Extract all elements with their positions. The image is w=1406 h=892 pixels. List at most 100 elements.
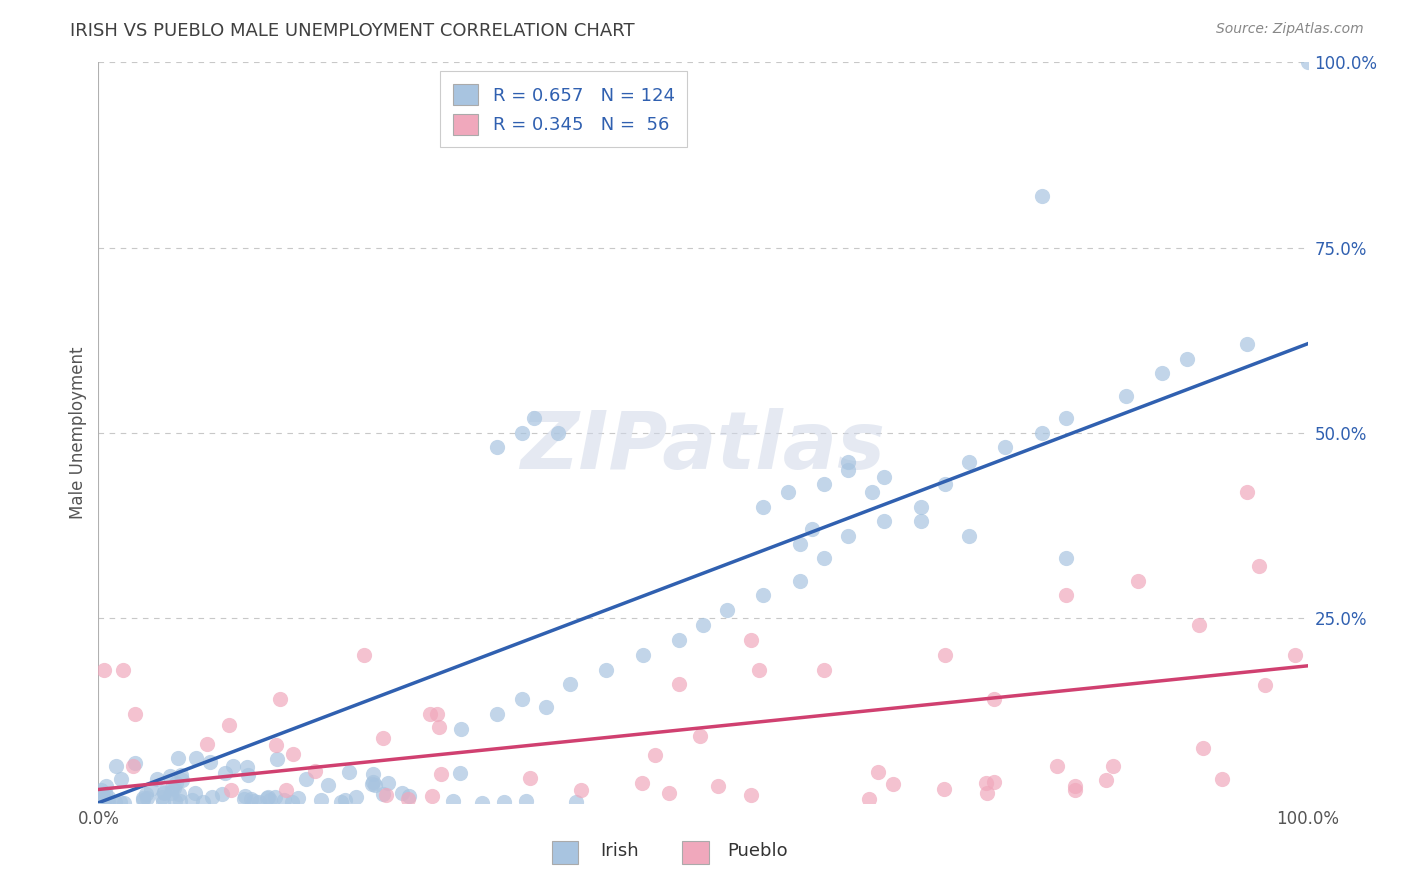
- Point: [236, 760, 259, 774]
- Point: [571, 783, 593, 797]
- Text: Irish: Irish: [600, 842, 638, 860]
- Point: [232, 792, 254, 806]
- Point: [181, 792, 204, 806]
- Point: [360, 776, 382, 790]
- Point: [1031, 188, 1053, 202]
- Point: [377, 776, 399, 790]
- Point: [104, 795, 127, 809]
- Point: [873, 515, 896, 529]
- Point: [644, 747, 666, 762]
- Point: [1296, 55, 1319, 70]
- Point: [1284, 648, 1306, 662]
- Point: [339, 765, 361, 780]
- Point: [858, 792, 880, 806]
- Point: [94, 779, 117, 793]
- Point: [135, 787, 157, 801]
- Point: [159, 786, 181, 800]
- Point: [716, 603, 738, 617]
- Point: [800, 522, 823, 536]
- Point: [398, 789, 420, 804]
- Point: [276, 782, 298, 797]
- Point: [595, 663, 617, 677]
- Point: [1211, 772, 1233, 786]
- Point: [910, 515, 932, 529]
- Point: [159, 769, 181, 783]
- Point: [692, 618, 714, 632]
- Point: [873, 470, 896, 484]
- Point: [269, 692, 291, 706]
- Point: [1236, 336, 1258, 351]
- Point: [266, 752, 288, 766]
- Point: [430, 766, 453, 780]
- Text: Pueblo: Pueblo: [727, 842, 787, 860]
- Point: [153, 785, 176, 799]
- Text: IRISH VS PUEBLO MALE UNEMPLOYMENT CORRELATION CHART: IRISH VS PUEBLO MALE UNEMPLOYMENT CORREL…: [70, 22, 636, 40]
- Point: [135, 790, 157, 805]
- Point: [329, 795, 352, 809]
- Point: [165, 794, 187, 808]
- Point: [534, 699, 557, 714]
- Point: [361, 774, 384, 789]
- Point: [184, 751, 207, 765]
- Point: [752, 589, 775, 603]
- Point: [281, 747, 304, 761]
- Bar: [682, 841, 709, 863]
- Point: [89, 783, 111, 797]
- Point: [565, 795, 588, 809]
- Point: [214, 766, 236, 780]
- Point: [558, 677, 581, 691]
- Point: [934, 477, 956, 491]
- Point: [104, 758, 127, 772]
- Point: [882, 777, 904, 791]
- Point: [668, 632, 690, 647]
- Point: [221, 783, 243, 797]
- Point: [396, 792, 419, 806]
- Point: [983, 692, 1005, 706]
- Point: [837, 455, 859, 469]
- Point: [94, 786, 117, 800]
- Point: [523, 410, 546, 425]
- Point: [837, 462, 859, 476]
- Point: [211, 787, 233, 801]
- Point: [165, 776, 187, 790]
- Bar: [551, 841, 578, 863]
- Point: [167, 751, 190, 765]
- Point: [837, 529, 859, 543]
- Point: [132, 790, 155, 805]
- Point: [364, 778, 387, 792]
- Point: [93, 663, 115, 677]
- Legend: R = 0.657   N = 124, R = 0.345   N =  56: R = 0.657 N = 124, R = 0.345 N = 56: [440, 71, 688, 147]
- Point: [776, 484, 799, 499]
- Point: [97, 790, 120, 805]
- Point: [139, 782, 162, 797]
- Point: [162, 781, 184, 796]
- Point: [121, 758, 143, 772]
- Point: [932, 781, 955, 796]
- Point: [1031, 425, 1053, 440]
- Point: [1064, 783, 1087, 797]
- Point: [740, 789, 762, 803]
- Point: [510, 425, 533, 440]
- Point: [243, 794, 266, 808]
- Point: [371, 787, 394, 801]
- Point: [957, 529, 980, 543]
- Point: [441, 794, 464, 808]
- Point: [631, 776, 654, 790]
- Point: [420, 789, 443, 804]
- Point: [1054, 551, 1077, 566]
- Point: [222, 759, 245, 773]
- Point: [1064, 779, 1087, 793]
- Point: [515, 794, 537, 808]
- Y-axis label: Male Unemployment: Male Unemployment: [69, 346, 87, 519]
- Point: [983, 775, 1005, 789]
- Point: [281, 795, 304, 809]
- Point: [218, 718, 240, 732]
- Point: [1152, 367, 1174, 381]
- Point: [108, 795, 131, 809]
- Point: [1101, 759, 1123, 773]
- Point: [153, 786, 176, 800]
- Point: [191, 795, 214, 809]
- Point: [201, 789, 224, 804]
- Point: [145, 772, 167, 786]
- Point: [1254, 678, 1277, 692]
